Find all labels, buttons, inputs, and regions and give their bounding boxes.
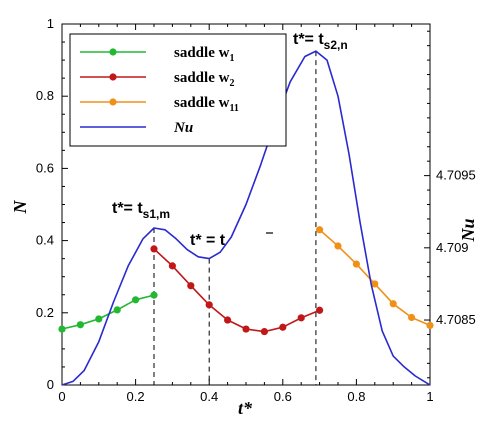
legend-label-subscript: 1 — [229, 53, 234, 64]
x-tick-label: 1 — [426, 389, 433, 404]
y-axis-left-title: N — [10, 200, 30, 215]
tick-labels: 0 0.2 0.4 0.6 0.8 1 0 0.2 0.4 0.6 0.8 1 4.7085 4.709 4… — [36, 16, 476, 404]
series-line — [153, 248, 320, 333]
legend-label: saddle w2 — [174, 70, 234, 89]
data-point — [352, 260, 360, 268]
data-point — [132, 296, 140, 304]
data-point — [316, 226, 324, 234]
legend-label: Nu — [173, 120, 193, 136]
x-tick-label: 0.2 — [127, 389, 145, 404]
tick-marks — [61, 23, 431, 386]
data-point — [389, 300, 397, 308]
data-point — [150, 291, 158, 299]
data-point — [371, 280, 379, 288]
data-point — [426, 321, 434, 330]
legend-label: saddle w1 — [174, 45, 234, 64]
data-point — [316, 306, 324, 314]
marker-annotation-subscript: s2,n — [324, 38, 348, 52]
data-point — [260, 327, 268, 336]
x-axis-title: t* — [238, 398, 253, 418]
data-point — [113, 306, 121, 314]
data-point — [224, 316, 232, 324]
data-point — [279, 323, 287, 331]
x-tick-label: 0.4 — [200, 389, 218, 404]
series-layer — [58, 50, 434, 386]
data-point — [297, 314, 305, 322]
y-right-tick-label: 4.7095 — [436, 168, 476, 183]
data-point — [187, 282, 195, 290]
legend-label-subscript: 11 — [229, 103, 238, 114]
x-tick-label: 0.6 — [274, 389, 292, 404]
marker-annotation: t*= ts1,m — [112, 200, 170, 221]
y-left-tick-label: 0 — [47, 377, 54, 392]
data-point — [408, 313, 416, 322]
data-point — [58, 325, 66, 333]
series-line — [61, 294, 155, 330]
y-left-tick-label: 0.2 — [36, 305, 54, 320]
legend-label: saddle w11 — [174, 95, 239, 114]
data-point — [168, 262, 176, 270]
y-right-tick-label: 4.709 — [436, 240, 469, 255]
y-right-tick-label: 4.7085 — [436, 312, 476, 327]
data-point — [205, 301, 213, 309]
y-left-tick-label: 0.6 — [36, 160, 54, 175]
y-left-tick-label: 1 — [47, 16, 54, 31]
data-point — [76, 321, 84, 329]
legend: saddle w1 saddle w2 saddle w11 Nu — [69, 33, 287, 147]
legend-label-subscript: 2 — [229, 78, 234, 89]
data-point — [242, 325, 250, 333]
data-point — [150, 245, 158, 253]
series-line — [61, 50, 431, 386]
marker-annotation: t*= ts2,n — [293, 31, 348, 52]
marker-annotation: t* = t — [190, 232, 226, 249]
y-axis-right-title: Nu — [458, 218, 478, 242]
legend-swatch-marker — [109, 48, 117, 56]
legend-swatch-marker — [109, 73, 117, 81]
marker-annotation-subscript: s1,m — [143, 207, 170, 221]
data-point — [334, 242, 342, 250]
y-left-tick-label: 0.8 — [36, 88, 54, 103]
data-point — [95, 315, 103, 323]
x-tick-label: 0.8 — [347, 389, 365, 404]
y-left-tick-label: 0.4 — [36, 233, 54, 248]
legend-swatch-marker — [109, 98, 117, 106]
x-tick-label: 0 — [58, 389, 65, 404]
